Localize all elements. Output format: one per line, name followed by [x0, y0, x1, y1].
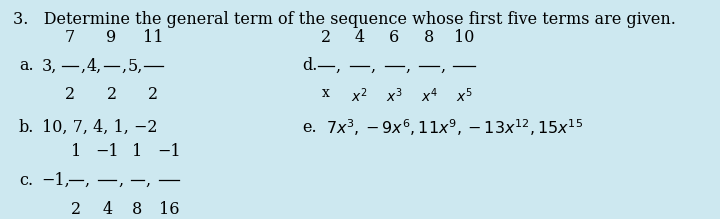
- Text: 7: 7: [65, 28, 75, 46]
- Text: 4,: 4,: [86, 57, 102, 74]
- Text: 10, 7, 4, 1, −2: 10, 7, 4, 1, −2: [42, 119, 157, 136]
- Text: 4: 4: [102, 201, 112, 218]
- Text: ,: ,: [84, 172, 89, 189]
- Text: 2: 2: [321, 28, 331, 46]
- Text: 9: 9: [107, 28, 117, 46]
- Text: ,: ,: [118, 172, 123, 189]
- Text: −1,: −1,: [42, 172, 71, 189]
- Text: b.: b.: [19, 119, 34, 136]
- Text: 2: 2: [71, 201, 81, 218]
- Text: 6: 6: [389, 28, 400, 46]
- Text: $7x^3, -9x^6, 11x^9, -13x^{12}, 15x^{15}$: $7x^3, -9x^6, 11x^9, -13x^{12}, 15x^{15}…: [326, 117, 583, 138]
- Text: 2: 2: [107, 86, 117, 103]
- Text: e.: e.: [302, 119, 317, 136]
- Text: 2: 2: [65, 86, 75, 103]
- Text: 1: 1: [71, 143, 81, 160]
- Text: 3,: 3,: [42, 57, 57, 74]
- Text: $x^3$: $x^3$: [386, 86, 402, 105]
- Text: ,: ,: [405, 57, 410, 74]
- Text: −1: −1: [157, 143, 181, 160]
- Text: 10: 10: [454, 28, 474, 46]
- Text: x: x: [322, 86, 330, 100]
- Text: 5,: 5,: [128, 57, 143, 74]
- Text: 2: 2: [148, 86, 158, 103]
- Text: 8: 8: [424, 28, 434, 46]
- Text: ,: ,: [122, 57, 127, 74]
- Text: 3.   Determine the general term of the sequence whose first five terms are given: 3. Determine the general term of the seq…: [13, 11, 675, 28]
- Text: c.: c.: [19, 172, 33, 189]
- Text: 16: 16: [158, 201, 179, 218]
- Text: d.: d.: [302, 57, 318, 74]
- Text: 11: 11: [143, 28, 163, 46]
- Text: ,: ,: [336, 57, 341, 74]
- Text: $x^4$: $x^4$: [420, 86, 438, 105]
- Text: ,: ,: [371, 57, 376, 74]
- Text: $x^5$: $x^5$: [456, 86, 472, 105]
- Text: $x^2$: $x^2$: [351, 86, 367, 105]
- Text: ,: ,: [441, 57, 446, 74]
- Text: ,: ,: [80, 57, 86, 74]
- Text: −1: −1: [96, 143, 120, 160]
- Text: 4: 4: [354, 28, 364, 46]
- Text: 1: 1: [132, 143, 143, 160]
- Text: a.: a.: [19, 57, 33, 74]
- Text: ,: ,: [146, 172, 151, 189]
- Text: 8: 8: [132, 201, 143, 218]
